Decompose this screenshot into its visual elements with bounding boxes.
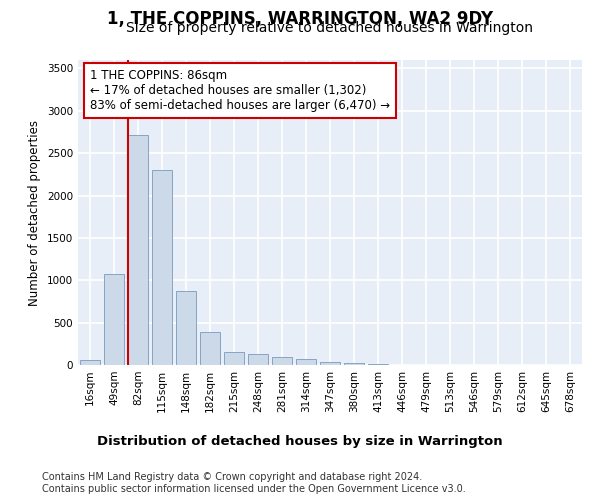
Bar: [152, 170, 172, 365]
Bar: [248, 354, 268, 365]
Text: Distribution of detached houses by size in Warrington: Distribution of detached houses by size …: [97, 435, 503, 448]
Bar: [272, 358, 292, 365]
Bar: [224, 352, 244, 365]
Text: Contains HM Land Registry data © Crown copyright and database right 2024.
Contai: Contains HM Land Registry data © Crown c…: [42, 472, 466, 494]
Bar: [104, 274, 124, 365]
Bar: [176, 292, 196, 365]
Bar: [128, 134, 148, 365]
Text: 1, THE COPPINS, WARRINGTON, WA2 9DY: 1, THE COPPINS, WARRINGTON, WA2 9DY: [107, 10, 493, 28]
Text: 1 THE COPPINS: 86sqm
← 17% of detached houses are smaller (1,302)
83% of semi-de: 1 THE COPPINS: 86sqm ← 17% of detached h…: [90, 70, 391, 112]
Bar: [80, 360, 100, 365]
Bar: [296, 360, 316, 365]
Title: Size of property relative to detached houses in Warrington: Size of property relative to detached ho…: [127, 21, 533, 35]
Bar: [200, 332, 220, 365]
Bar: [320, 362, 340, 365]
Y-axis label: Number of detached properties: Number of detached properties: [28, 120, 41, 306]
Bar: [344, 364, 364, 365]
Bar: [368, 364, 388, 365]
